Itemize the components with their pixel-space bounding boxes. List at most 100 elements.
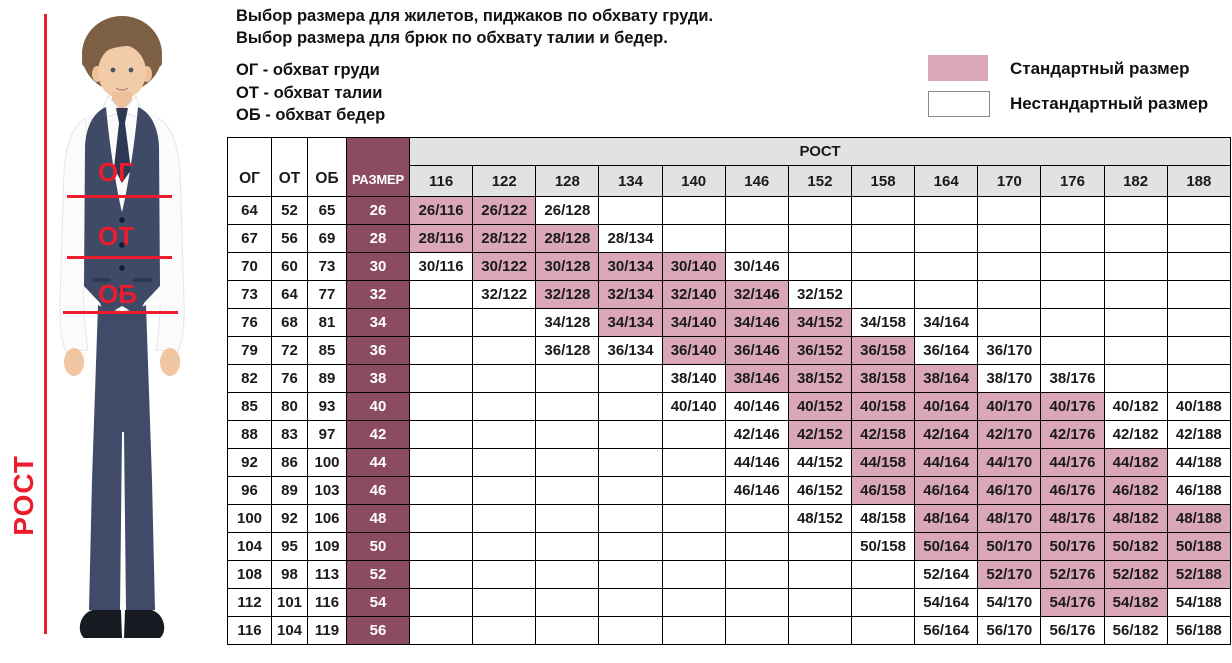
- size-row-32: 73 64 77 32 32/122 32/128 32/134 32/140 32/146 32…: [227, 280, 1232, 309]
- size-cell-42-170: 42/170: [977, 420, 1042, 449]
- empty-cell: [1040, 308, 1105, 337]
- og-value: 108: [227, 560, 272, 589]
- empty-cell: [1166, 308, 1232, 337]
- col-header-ot: ОТ: [271, 137, 308, 197]
- size-value: 30: [346, 252, 410, 281]
- size-cell-40-158: 40/158: [850, 392, 916, 421]
- empty-cell: [408, 420, 474, 449]
- size-cell-46-164: 46/164: [914, 476, 979, 505]
- size-cell-36-164: 36/164: [914, 336, 979, 365]
- pants: [89, 305, 155, 610]
- size-cell-34-158: 34/158: [850, 308, 916, 337]
- empty-cell: [787, 224, 852, 253]
- size-cell-44-176: 44/176: [1040, 448, 1105, 477]
- size-row-46: 96 89 103 46 46/146 46/152 46/158 46/164 46/170 4…: [227, 476, 1232, 505]
- size-cell-32-146: 32/146: [724, 280, 789, 309]
- size-cell-52-182: 52/182: [1103, 560, 1168, 589]
- hips-measure-line: [63, 311, 178, 314]
- size-cell-32-128: 32/128: [535, 280, 600, 309]
- og-value: 96: [227, 476, 272, 505]
- size-row-26: 64 52 65 26 26/116 26/122 26/128: [227, 196, 1232, 225]
- rost-header: РОСТ: [409, 137, 1231, 166]
- size-cell-50-158: 50/158: [850, 532, 916, 561]
- size-cell-38-146: 38/146: [724, 364, 789, 393]
- empty-cell: [598, 560, 663, 589]
- ot-value: 60: [271, 252, 308, 281]
- size-value: 32: [346, 280, 410, 309]
- size-cell-48-188: 48/188: [1166, 504, 1232, 533]
- empty-cell: [850, 224, 916, 253]
- legend-standard-swatch: [928, 55, 988, 81]
- size-value: 48: [346, 504, 410, 533]
- ot-value: 52: [271, 196, 308, 225]
- og-value: 73: [227, 280, 272, 309]
- size-cell-34-128: 34/128: [535, 308, 600, 337]
- empty-cell: [977, 196, 1042, 225]
- ob-value: 119: [307, 616, 347, 645]
- size-table: ОГ ОТ ОБ РАЗМЕР РОСТ 116 122 128 134 140 146 152 158…: [227, 137, 1232, 645]
- ob-value: 73: [307, 252, 347, 281]
- size-cell-48-182: 48/182: [1103, 504, 1168, 533]
- empty-cell: [598, 616, 663, 645]
- shoe-right: [124, 610, 165, 638]
- size-row-30: 70 60 73 30 30/116 30/122 30/128 30/134 30/140 30…: [227, 252, 1232, 281]
- ob-value: 65: [307, 196, 347, 225]
- vest-pocket-left: [92, 278, 111, 282]
- empty-cell: [472, 616, 537, 645]
- empty-cell: [914, 196, 979, 225]
- empty-cell: [977, 308, 1042, 337]
- size-cell-30-134: 30/134: [598, 252, 663, 281]
- abbr-waist: ОТ - обхват талии: [236, 83, 383, 102]
- empty-cell: [724, 616, 789, 645]
- size-cell-46-176: 46/176: [1040, 476, 1105, 505]
- size-cell-38-176: 38/176: [1040, 364, 1105, 393]
- empty-cell: [408, 476, 474, 505]
- empty-cell: [472, 448, 537, 477]
- size-row-48: 100 92 106 48 48/152 48/158 48/164 48/170 48/176…: [227, 504, 1232, 533]
- empty-cell: [598, 532, 663, 561]
- size-cell-42-188: 42/188: [1166, 420, 1232, 449]
- sleeve-left: [59, 117, 89, 353]
- ot-value: 95: [271, 532, 308, 561]
- empty-cell: [1166, 224, 1232, 253]
- empty-cell: [598, 504, 663, 533]
- hips-label: ОБ: [98, 279, 137, 309]
- ob-value: 116: [307, 588, 347, 617]
- empty-cell: [535, 504, 600, 533]
- sleeve-right: [155, 117, 185, 353]
- col-header-size: РАЗМЕР: [346, 137, 410, 197]
- vest-button: [119, 265, 125, 271]
- size-row-54: 112 101 116 54 54/164 54/170 54/176 54/182 54/18…: [227, 588, 1232, 617]
- og-value: 85: [227, 392, 272, 421]
- size-cell-52-176: 52/176: [1040, 560, 1105, 589]
- ob-value: 89: [307, 364, 347, 393]
- empty-cell: [408, 336, 474, 365]
- empty-cell: [787, 532, 852, 561]
- empty-cell: [724, 532, 789, 561]
- og-value: 92: [227, 448, 272, 477]
- empty-cell: [535, 560, 600, 589]
- size-cell-46-152: 46/152: [787, 476, 852, 505]
- height-header-182: 182: [1103, 165, 1168, 197]
- empty-cell: [850, 252, 916, 281]
- size-cell-40-164: 40/164: [914, 392, 979, 421]
- empty-cell: [1040, 280, 1105, 309]
- size-cell-50-182: 50/182: [1103, 532, 1168, 561]
- ot-value: 92: [271, 504, 308, 533]
- empty-cell: [472, 336, 537, 365]
- size-cell-42-158: 42/158: [850, 420, 916, 449]
- height-header-176: 176: [1040, 165, 1105, 197]
- empty-cell: [1103, 196, 1168, 225]
- empty-cell: [850, 560, 916, 589]
- og-value: 76: [227, 308, 272, 337]
- height-header-158: 158: [850, 165, 916, 197]
- size-cell-36-140: 36/140: [661, 336, 726, 365]
- empty-cell: [1166, 364, 1232, 393]
- size-cell-44-152: 44/152: [787, 448, 852, 477]
- size-cell-50-188: 50/188: [1166, 532, 1232, 561]
- empty-cell: [472, 588, 537, 617]
- size-value: 28: [346, 224, 410, 253]
- size-value: 40: [346, 392, 410, 421]
- empty-cell: [408, 616, 474, 645]
- empty-cell: [408, 588, 474, 617]
